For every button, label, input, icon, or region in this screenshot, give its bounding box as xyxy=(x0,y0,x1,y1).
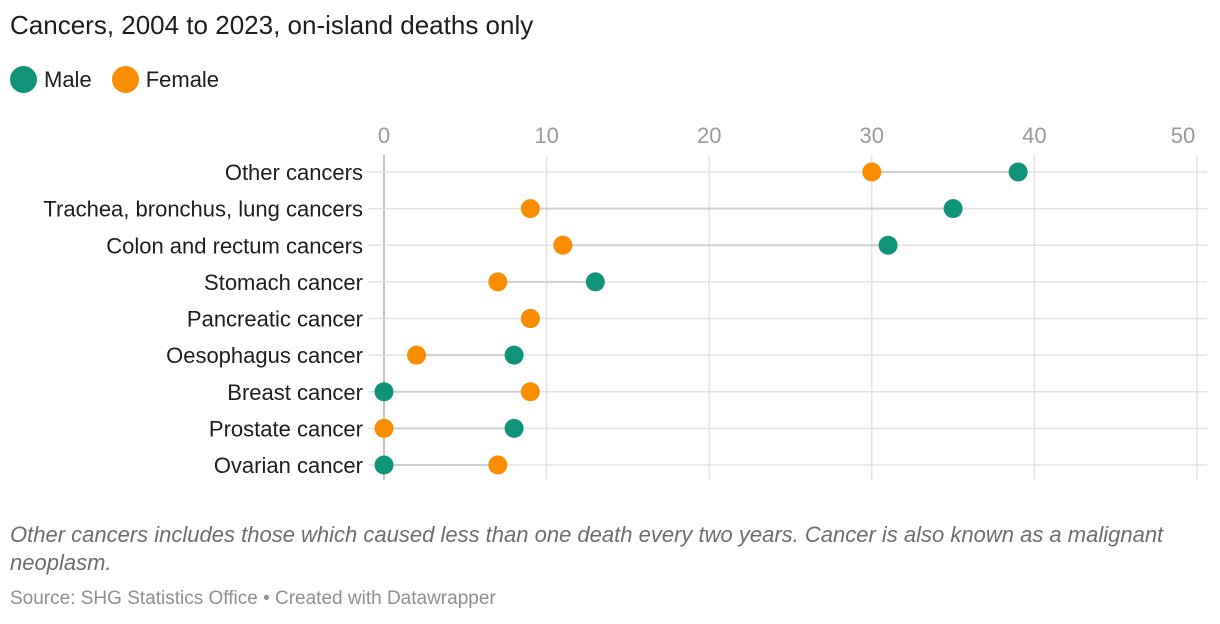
category-label: Prostate cancer xyxy=(209,416,363,441)
legend-label-female: Female xyxy=(145,66,220,92)
data-point-female xyxy=(520,309,540,328)
data-point-male xyxy=(374,382,394,402)
data-point-female xyxy=(407,345,427,365)
x-tick-label: 10 xyxy=(534,123,558,148)
data-point-male xyxy=(878,235,898,255)
category-label: Colon and rectum cancers xyxy=(106,233,363,258)
data-point-male xyxy=(943,199,963,219)
legend-item-male: Male xyxy=(10,66,92,93)
category-label: Pancreatic cancer xyxy=(187,307,363,332)
dot-plot-chart: 0 10 20 30 40 50 Other cancers Trachea, bronchu… xyxy=(43,123,1207,480)
chart-source: Source: SHG Statistics Office • Created … xyxy=(10,588,496,609)
x-tick-label: 20 xyxy=(697,123,721,148)
category-label: Stomach cancer xyxy=(204,270,363,295)
data-point-female xyxy=(520,382,540,402)
data-point-female xyxy=(488,455,508,475)
category-label: Ovarian cancer xyxy=(214,453,363,478)
x-tick-label: 30 xyxy=(860,123,884,148)
data-point-female xyxy=(862,162,882,182)
data-point-male xyxy=(585,272,605,292)
category-label: Trachea, bronchus, lung cancers xyxy=(43,197,363,222)
legend-swatch-male xyxy=(10,66,37,93)
chart-title: Cancers, 2004 to 2023, on-island deaths … xyxy=(10,10,534,40)
legend-label-male: Male xyxy=(44,66,92,92)
data-point-female xyxy=(520,199,540,219)
chart-notes: Other cancers includes those which cause… xyxy=(10,522,1164,575)
category-label: Oesophagus cancer xyxy=(166,343,363,368)
data-point-female xyxy=(488,272,508,292)
data-point-male xyxy=(374,455,394,475)
legend: Male Female xyxy=(10,66,239,93)
category-label: Other cancers xyxy=(225,160,363,185)
data-point-male xyxy=(1008,162,1028,182)
x-tick-label: 50 xyxy=(1171,123,1195,148)
x-tick-label: 40 xyxy=(1022,123,1046,148)
category-label: Breast cancer xyxy=(227,380,363,405)
data-point-female xyxy=(374,418,394,438)
data-point-female xyxy=(553,235,573,255)
x-tick-label: 0 xyxy=(378,123,390,148)
data-point-male xyxy=(504,345,524,365)
legend-item-female: Female xyxy=(111,66,220,93)
data-point-male xyxy=(504,418,524,438)
legend-swatch-female xyxy=(111,66,139,93)
